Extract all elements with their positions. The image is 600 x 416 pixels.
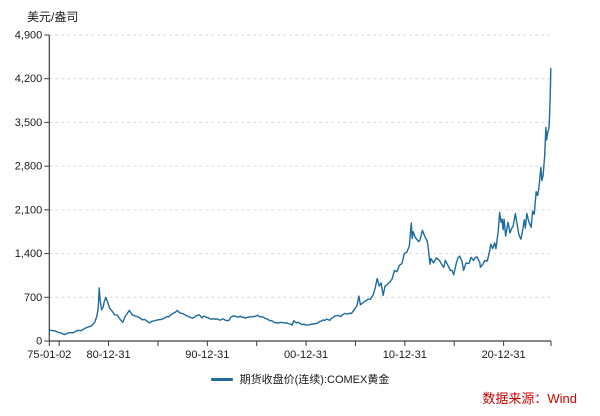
price-line-series — [48, 68, 552, 336]
x-tick-label: 75-01-02 — [27, 349, 71, 361]
y-axis-unit-label: 美元/盎司 — [27, 10, 79, 24]
legend: 期货收盘价(连续):COMEX黄金 — [0, 370, 600, 388]
gold-price-line — [48, 68, 552, 336]
legend-series-label: 期货收盘价(连续):COMEX黄金 — [239, 374, 390, 386]
legend-line-swatch-icon — [210, 377, 233, 381]
y-tick-label: 700 — [24, 292, 42, 304]
axis-labels: 0 700 1,400 2,100 2,800 3,500 4,200 4,900 75-01-… — [15, 30, 526, 362]
y-tick-label: 4,900 — [15, 30, 43, 42]
y-tick-label: 3,500 — [15, 117, 43, 129]
y-tick-label: 2,800 — [15, 161, 43, 173]
axes — [44, 34, 552, 346]
x-tick-label: 10-12-31 — [383, 349, 427, 361]
data-source-note: 数据来源：Wind — [482, 391, 577, 406]
x-tick-label: 00-12-31 — [284, 349, 328, 361]
x-tick-label: 90-12-31 — [185, 349, 229, 361]
x-tick-label: 80-12-31 — [87, 349, 131, 361]
y-tick-label: 2,100 — [15, 204, 43, 216]
y-tick-label: 1,400 — [15, 248, 43, 260]
y-tick-label: 0 — [36, 336, 42, 348]
x-tick-label: 20-12-31 — [482, 349, 526, 361]
y-tick-label: 4,200 — [15, 73, 43, 85]
